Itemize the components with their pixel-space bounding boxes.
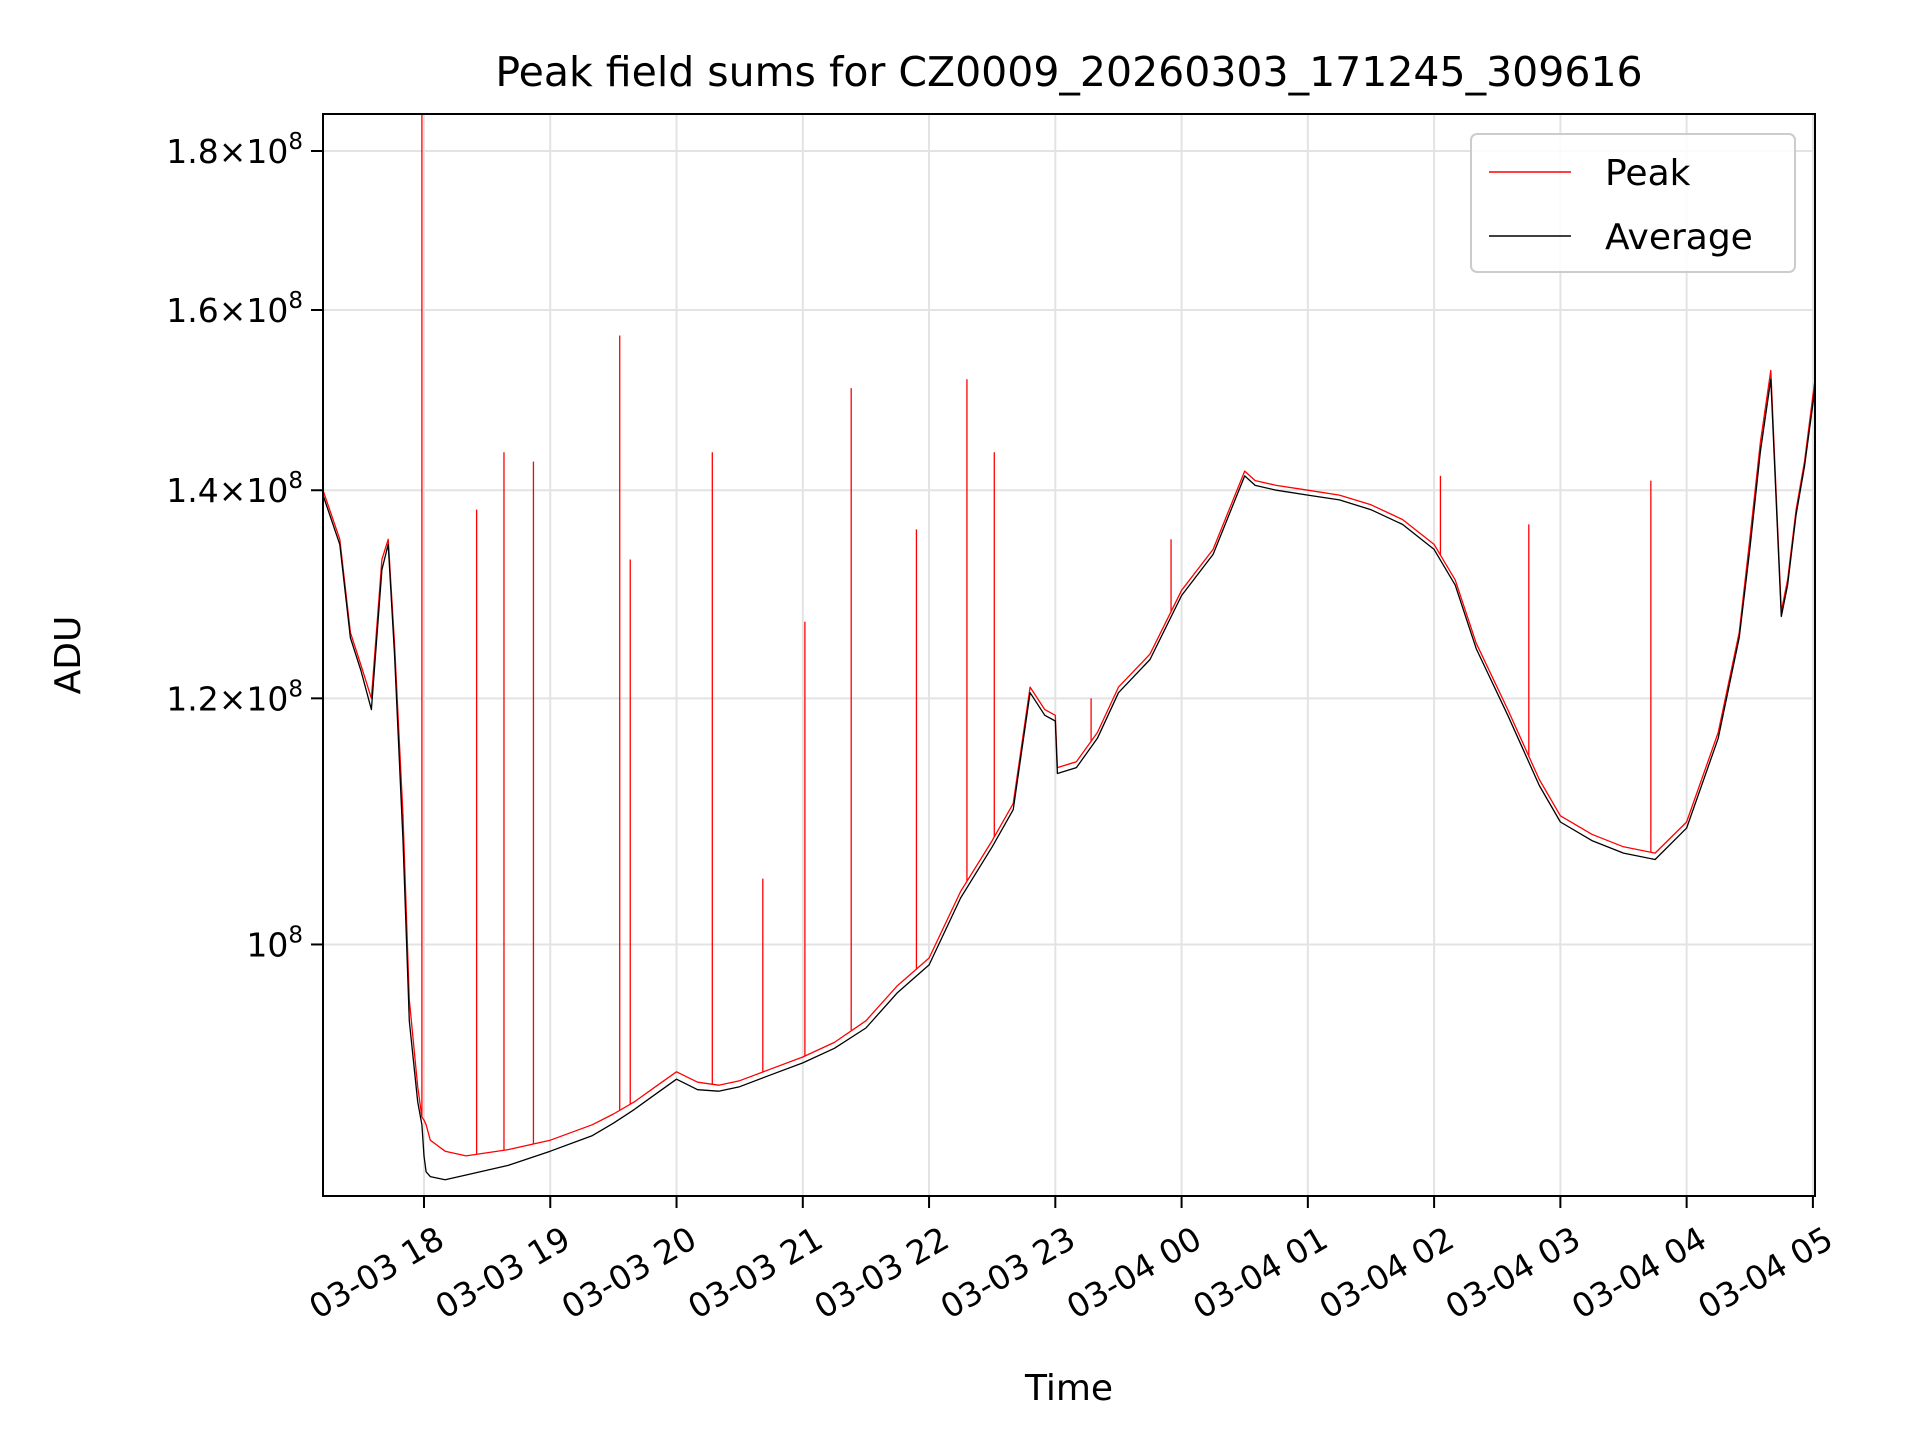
x-tick-label: 03-04 04 <box>1565 1219 1713 1327</box>
x-tick-label: 03-03 22 <box>807 1219 955 1327</box>
legend: Peak Average <box>1470 133 1796 273</box>
x-axis-label: Time <box>1024 1368 1113 1409</box>
x-tick-label: 03-03 21 <box>681 1219 829 1327</box>
plot-frame <box>322 113 1816 1197</box>
y-axis-ticks: 108 1.2×108 1.4×108 1.6×108 1.8×108 <box>166 129 323 964</box>
y-tick-label: 1.8×108 <box>166 129 303 171</box>
series-line-peak <box>322 369 1816 1157</box>
legend-label-peak: Peak <box>1605 153 1691 194</box>
y-tick-label: 1.4×108 <box>166 468 303 510</box>
x-tick-label: 03-04 02 <box>1313 1219 1461 1327</box>
x-tick-label: 03-03 19 <box>429 1219 577 1327</box>
y-tick-label: 108 <box>246 922 303 964</box>
x-tick-label: 03-04 00 <box>1060 1219 1208 1327</box>
legend-label-average: Average <box>1605 217 1753 258</box>
peak-spikes <box>421 114 1652 1155</box>
y-tick-label: 1.2×108 <box>166 676 303 718</box>
y-axis-label: ADU <box>48 616 89 695</box>
x-tick-label: 03-04 01 <box>1186 1219 1334 1327</box>
series-line-average <box>322 378 1816 1181</box>
x-tick-label: 03-03 23 <box>934 1219 1082 1327</box>
x-tick-label: 03-04 05 <box>1691 1219 1839 1327</box>
grid <box>323 114 1815 1196</box>
x-tick-label: 03-03 20 <box>555 1219 703 1327</box>
x-tick-label: 03-04 03 <box>1439 1219 1587 1327</box>
x-tick-label: 03-03 18 <box>302 1219 450 1327</box>
legend-box <box>1470 133 1796 273</box>
plot-area <box>322 114 1816 1181</box>
y-tick-label: 1.6×108 <box>166 288 303 330</box>
chart-title: Peak field sums for CZ0009_20260303_1712… <box>495 48 1642 96</box>
